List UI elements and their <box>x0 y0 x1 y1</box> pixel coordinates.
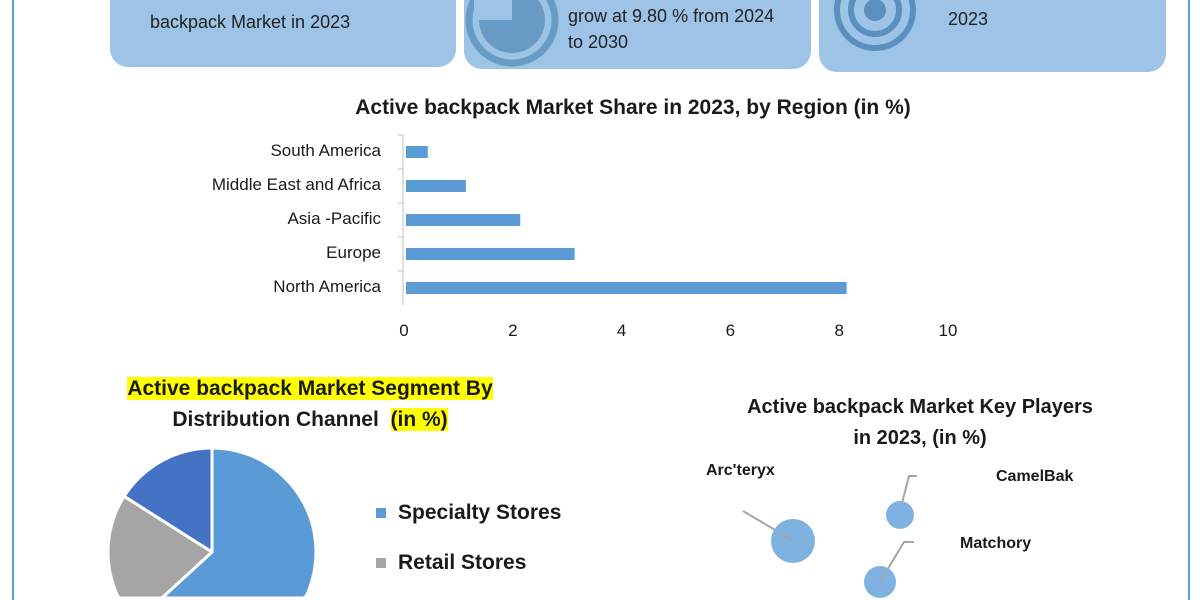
pie-title-line2: Distribution Channel <box>172 408 379 431</box>
bar-south-america <box>406 146 428 158</box>
key-players-title-line2: in 2023, (in %) <box>853 427 987 449</box>
legend-label: Retail Stores <box>398 551 527 574</box>
x-tick-label: 6 <box>725 321 736 340</box>
x-tick-label: 0 <box>399 321 409 340</box>
category-label: Middle East and Africa <box>211 175 381 194</box>
bubble-camelbak <box>886 501 914 529</box>
bar-chart <box>398 134 847 305</box>
x-tick-label: 2 <box>508 321 518 340</box>
category-label: Europe <box>326 243 381 262</box>
card-text: backpack Market in 2023 <box>150 12 351 32</box>
target-icon <box>834 0 916 51</box>
bar-chart-title: Active backpack Market Share in 2023, by… <box>355 96 911 119</box>
legend-retail-stores: Retail Stores <box>376 551 526 575</box>
player-label-camelbak: CamelBak <box>996 468 1074 485</box>
frame-border-right <box>1188 0 1190 600</box>
category-label: North America <box>273 277 381 296</box>
stat-card-2: grow at 9.80 % from 2024 to 2030 <box>464 0 811 69</box>
card-text: 2023 <box>948 9 989 29</box>
card-text-line1: grow at 9.80 % from 2024 <box>568 6 775 26</box>
legend-specialty-stores: Specialty Stores <box>376 501 561 525</box>
legend-label: Specialty Stores <box>398 501 562 524</box>
category-label: South America <box>270 141 381 160</box>
player-label-arcteryx: Arc'teryx <box>706 462 775 479</box>
pie-slice-specialty-stores <box>160 446 318 600</box>
frame-border-left <box>12 0 14 600</box>
x-tick-label: 10 <box>938 321 958 340</box>
category-label: Asia -Pacific <box>287 209 381 228</box>
pie-chart-title: Active backpack Market Segment By Distri… <box>90 373 530 435</box>
legend-swatch <box>376 508 386 518</box>
bar-asia-pacific <box>406 214 521 226</box>
bar-europe <box>406 248 575 260</box>
x-tick-label: 4 <box>616 321 627 340</box>
bar-north-america <box>406 282 847 294</box>
x-tick-label: 8 <box>834 321 844 340</box>
pie-chart-icon <box>465 0 559 67</box>
pie-slice-other <box>122 446 214 554</box>
stat-card-1: backpack Market in 2023 <box>110 0 456 67</box>
stat-card-3: 2023 <box>819 0 1166 72</box>
key-players-title-line1: Active backpack Market Key Players <box>747 396 1093 418</box>
legend-swatch <box>376 558 386 568</box>
key-players-title: Active backpack Market Key Players in 20… <box>700 392 1140 454</box>
player-label-matchory: Matchory <box>960 535 1032 552</box>
pie-title-line1: Active backpack Market Segment By <box>127 377 493 400</box>
bar-middle-east-and-africa <box>406 180 466 192</box>
pie-title-unit: (in %) <box>390 408 448 431</box>
card-text-line2: to 2030 <box>568 32 629 52</box>
pie-slice-retail-stores <box>106 494 214 600</box>
